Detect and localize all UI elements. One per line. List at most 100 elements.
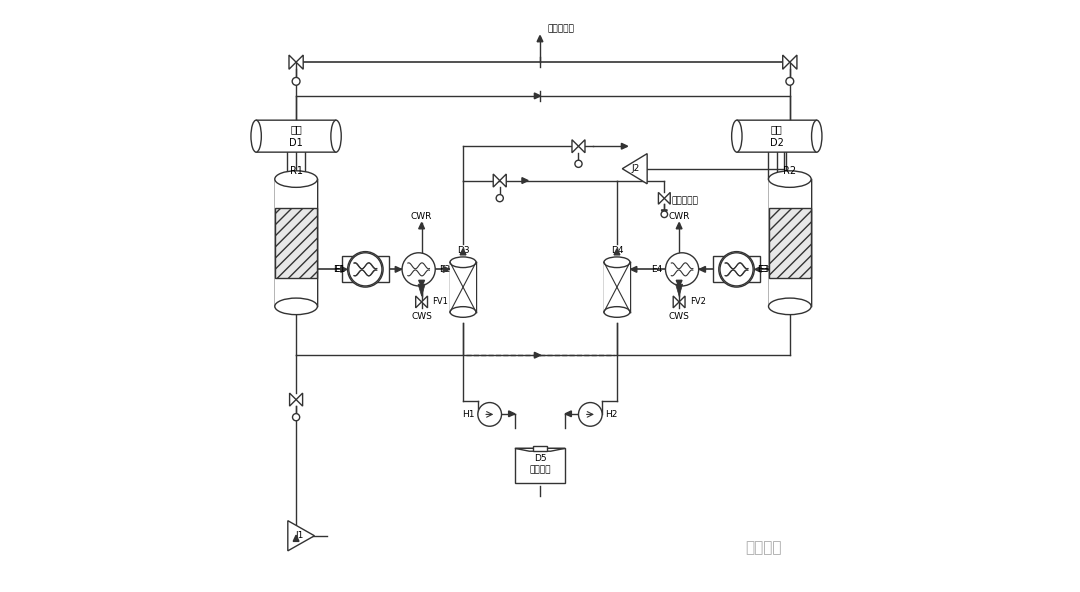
- Polygon shape: [289, 55, 296, 69]
- Circle shape: [477, 403, 501, 426]
- Ellipse shape: [604, 307, 630, 317]
- Text: E2: E2: [438, 265, 450, 274]
- Text: R2: R2: [783, 166, 796, 176]
- Polygon shape: [621, 143, 627, 149]
- Polygon shape: [418, 284, 426, 296]
- Polygon shape: [789, 55, 797, 69]
- Text: E4: E4: [651, 265, 662, 274]
- Circle shape: [720, 253, 753, 286]
- Polygon shape: [287, 521, 314, 551]
- Text: D5
甲醇储槽: D5 甲醇储槽: [529, 453, 551, 474]
- Polygon shape: [783, 55, 789, 69]
- Text: FV2: FV2: [690, 297, 705, 307]
- Polygon shape: [443, 266, 449, 272]
- FancyBboxPatch shape: [737, 120, 816, 152]
- Ellipse shape: [274, 171, 318, 187]
- Bar: [450, 262, 476, 312]
- Circle shape: [579, 403, 603, 426]
- Ellipse shape: [450, 307, 476, 317]
- Circle shape: [348, 252, 383, 287]
- Polygon shape: [535, 352, 541, 358]
- Polygon shape: [395, 266, 402, 272]
- Polygon shape: [579, 140, 585, 153]
- Circle shape: [661, 211, 667, 218]
- Text: 去上游换热: 去上游换热: [548, 25, 573, 34]
- Text: J1: J1: [295, 531, 303, 540]
- Polygon shape: [661, 210, 667, 216]
- Text: 汽包
D1: 汽包 D1: [289, 124, 303, 148]
- Text: H2: H2: [605, 410, 618, 419]
- Polygon shape: [419, 223, 424, 229]
- Text: 氢回收单元: 氢回收单元: [672, 197, 699, 206]
- Polygon shape: [615, 249, 620, 255]
- Bar: [515, 448, 565, 483]
- Polygon shape: [631, 266, 637, 272]
- Circle shape: [293, 78, 300, 85]
- Circle shape: [665, 253, 699, 286]
- Ellipse shape: [769, 171, 811, 187]
- Polygon shape: [565, 411, 571, 417]
- Bar: [274, 208, 318, 278]
- Bar: [604, 262, 630, 312]
- Ellipse shape: [450, 257, 476, 268]
- Bar: [341, 256, 389, 282]
- Polygon shape: [676, 281, 683, 287]
- Ellipse shape: [251, 120, 261, 152]
- Circle shape: [719, 252, 754, 287]
- Polygon shape: [699, 266, 705, 272]
- Ellipse shape: [604, 257, 630, 268]
- Text: E1: E1: [334, 265, 346, 274]
- Ellipse shape: [769, 298, 811, 314]
- Text: H1: H1: [462, 410, 475, 419]
- Polygon shape: [293, 535, 299, 541]
- Polygon shape: [419, 281, 424, 287]
- Polygon shape: [673, 296, 679, 308]
- Polygon shape: [341, 266, 347, 272]
- Bar: [274, 179, 318, 307]
- Text: CWS: CWS: [411, 312, 432, 321]
- Text: R1: R1: [289, 166, 302, 176]
- Polygon shape: [296, 393, 302, 406]
- FancyBboxPatch shape: [256, 120, 336, 152]
- Polygon shape: [622, 154, 647, 184]
- Circle shape: [349, 253, 382, 286]
- Polygon shape: [509, 411, 515, 417]
- Polygon shape: [676, 284, 683, 296]
- Text: CWR: CWR: [410, 212, 432, 221]
- Polygon shape: [755, 266, 761, 272]
- Polygon shape: [572, 140, 579, 153]
- Polygon shape: [535, 93, 541, 99]
- Circle shape: [293, 414, 299, 421]
- Text: D3: D3: [457, 246, 470, 255]
- Text: 汽包
D2: 汽包 D2: [770, 124, 784, 148]
- Text: E3: E3: [757, 265, 768, 274]
- Text: 超级石化: 超级石化: [745, 540, 782, 555]
- Polygon shape: [416, 296, 421, 308]
- Polygon shape: [494, 174, 500, 187]
- Polygon shape: [500, 174, 507, 187]
- Ellipse shape: [731, 120, 742, 152]
- Text: E1: E1: [333, 265, 345, 274]
- Ellipse shape: [811, 120, 822, 152]
- Polygon shape: [659, 192, 664, 204]
- Text: E3: E3: [758, 265, 769, 274]
- Polygon shape: [537, 36, 543, 41]
- Circle shape: [402, 253, 435, 286]
- Text: J2: J2: [632, 164, 639, 173]
- Polygon shape: [515, 448, 565, 451]
- Bar: [769, 179, 811, 307]
- Polygon shape: [679, 296, 685, 308]
- Polygon shape: [296, 55, 303, 69]
- Polygon shape: [522, 178, 528, 184]
- Circle shape: [496, 195, 503, 202]
- Ellipse shape: [330, 120, 341, 152]
- Text: CWS: CWS: [669, 312, 689, 321]
- Text: FV1: FV1: [432, 297, 448, 307]
- Polygon shape: [460, 249, 465, 255]
- Ellipse shape: [274, 298, 318, 314]
- Polygon shape: [421, 296, 428, 308]
- Polygon shape: [676, 223, 683, 229]
- Circle shape: [575, 160, 582, 168]
- Bar: [713, 256, 760, 282]
- Polygon shape: [289, 393, 296, 406]
